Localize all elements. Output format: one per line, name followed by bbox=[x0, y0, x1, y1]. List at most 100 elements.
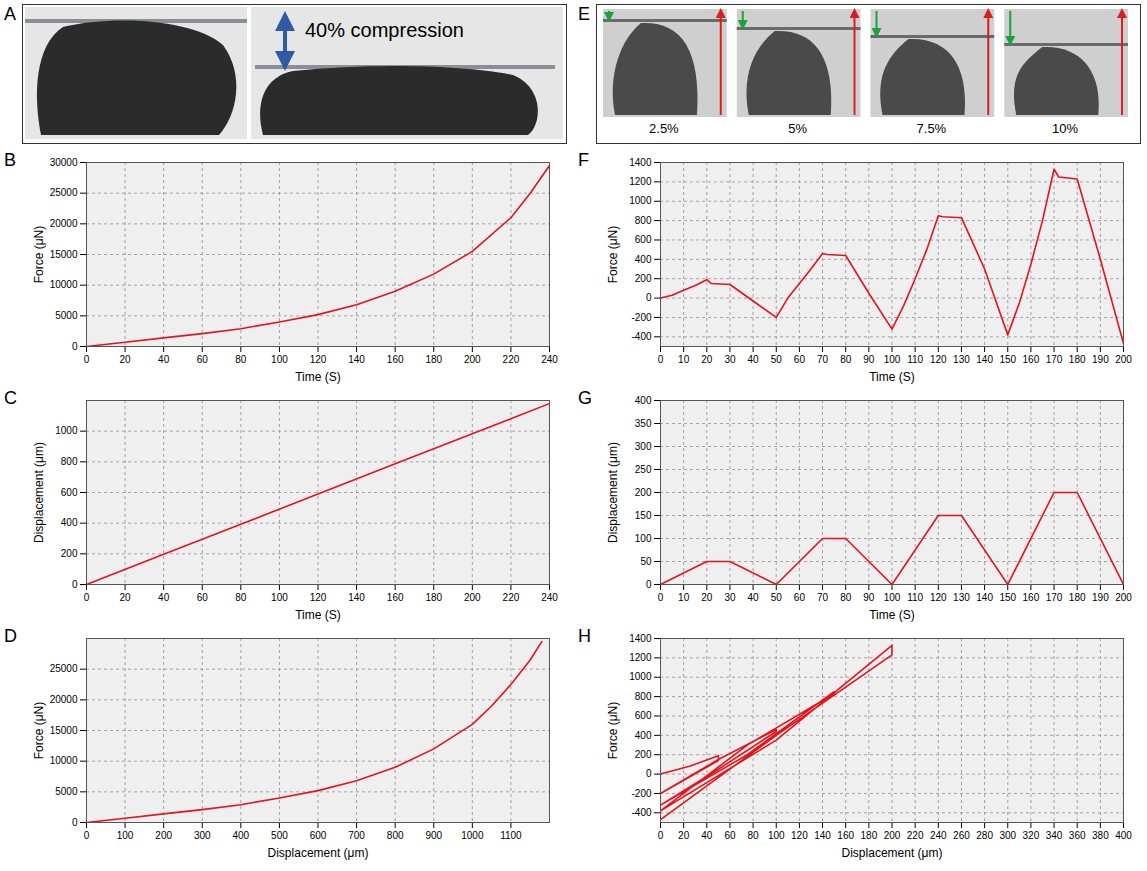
svg-text:25000: 25000 bbox=[50, 663, 78, 674]
svg-text:0: 0 bbox=[646, 768, 652, 779]
svg-text:1400: 1400 bbox=[629, 633, 652, 644]
svg-text:200: 200 bbox=[1115, 592, 1132, 603]
svg-text:180: 180 bbox=[1069, 592, 1086, 603]
svg-text:1000: 1000 bbox=[629, 195, 652, 206]
svg-text:30: 30 bbox=[724, 354, 736, 365]
svg-text:600: 600 bbox=[61, 487, 78, 498]
svg-text:80: 80 bbox=[748, 830, 760, 841]
svg-text:Displacement (μm): Displacement (μm) bbox=[32, 442, 46, 543]
svg-text:800: 800 bbox=[387, 830, 404, 841]
svg-text:260: 260 bbox=[953, 830, 970, 841]
svg-text:90: 90 bbox=[863, 354, 875, 365]
svg-text:1000: 1000 bbox=[629, 671, 652, 682]
svg-text:-400: -400 bbox=[631, 331, 651, 342]
svg-text:40: 40 bbox=[748, 592, 760, 603]
svg-text:280: 280 bbox=[976, 830, 993, 841]
svg-text:120: 120 bbox=[930, 354, 947, 365]
svg-text:60: 60 bbox=[794, 592, 806, 603]
svg-text:160: 160 bbox=[1023, 354, 1040, 365]
svg-text:190: 190 bbox=[1092, 354, 1109, 365]
svg-text:1100: 1100 bbox=[500, 830, 522, 841]
svg-text:170: 170 bbox=[1046, 592, 1063, 603]
svg-text:70: 70 bbox=[817, 592, 829, 603]
svg-text:150: 150 bbox=[999, 354, 1016, 365]
svg-text:5000: 5000 bbox=[55, 310, 78, 321]
svg-text:200: 200 bbox=[155, 830, 172, 841]
svg-text:500: 500 bbox=[271, 830, 288, 841]
svg-text:160: 160 bbox=[837, 830, 854, 841]
svg-text:0: 0 bbox=[72, 341, 78, 352]
svg-text:200: 200 bbox=[635, 749, 652, 760]
svg-text:Time (S): Time (S) bbox=[295, 608, 341, 622]
svg-text:-200: -200 bbox=[631, 312, 651, 323]
svg-text:350: 350 bbox=[635, 418, 652, 429]
svg-text:20000: 20000 bbox=[50, 694, 78, 705]
svg-text:140: 140 bbox=[976, 354, 993, 365]
svg-text:20: 20 bbox=[701, 354, 713, 365]
svg-text:190: 190 bbox=[1092, 592, 1109, 603]
svg-text:5%: 5% bbox=[788, 121, 807, 136]
svg-text:220: 220 bbox=[503, 592, 520, 603]
svg-text:200: 200 bbox=[61, 548, 78, 559]
svg-text:150: 150 bbox=[999, 592, 1016, 603]
svg-text:400: 400 bbox=[635, 395, 652, 406]
svg-text:100: 100 bbox=[768, 830, 785, 841]
svg-text:60: 60 bbox=[197, 592, 209, 603]
svg-text:600: 600 bbox=[635, 234, 652, 245]
svg-text:15000: 15000 bbox=[50, 725, 78, 736]
svg-text:140: 140 bbox=[348, 592, 365, 603]
svg-text:25000: 25000 bbox=[50, 187, 78, 198]
svg-text:130: 130 bbox=[953, 592, 970, 603]
svg-text:0: 0 bbox=[646, 292, 652, 303]
svg-text:140: 140 bbox=[814, 830, 831, 841]
svg-text:200: 200 bbox=[635, 273, 652, 284]
svg-text:240: 240 bbox=[541, 592, 558, 603]
svg-text:1400: 1400 bbox=[629, 157, 652, 168]
svg-text:110: 110 bbox=[907, 354, 923, 365]
svg-text:0: 0 bbox=[658, 592, 664, 603]
svg-text:600: 600 bbox=[635, 710, 652, 721]
svg-text:800: 800 bbox=[635, 691, 652, 702]
svg-text:40: 40 bbox=[701, 830, 713, 841]
svg-text:60: 60 bbox=[197, 354, 209, 365]
svg-text:150: 150 bbox=[635, 510, 652, 521]
svg-text:60: 60 bbox=[724, 830, 736, 841]
svg-text:120: 120 bbox=[791, 830, 808, 841]
svg-text:400: 400 bbox=[635, 730, 652, 741]
svg-text:320: 320 bbox=[1023, 830, 1040, 841]
svg-text:10000: 10000 bbox=[50, 755, 78, 766]
svg-text:30000: 30000 bbox=[50, 157, 78, 168]
svg-text:400: 400 bbox=[1115, 830, 1132, 841]
svg-text:10%: 10% bbox=[1052, 121, 1078, 136]
svg-text:180: 180 bbox=[1069, 354, 1086, 365]
svg-text:1200: 1200 bbox=[629, 652, 652, 663]
svg-text:80: 80 bbox=[235, 354, 247, 365]
svg-text:0: 0 bbox=[84, 354, 90, 365]
svg-text:2.5%: 2.5% bbox=[649, 121, 679, 136]
svg-text:160: 160 bbox=[387, 592, 404, 603]
svg-text:40: 40 bbox=[158, 354, 170, 365]
svg-text:Displacement (μm): Displacement (μm) bbox=[268, 846, 369, 860]
svg-text:200: 200 bbox=[635, 487, 652, 498]
svg-text:200: 200 bbox=[464, 354, 481, 365]
svg-text:40% compression: 40% compression bbox=[305, 19, 464, 41]
svg-text:80: 80 bbox=[235, 592, 247, 603]
svg-text:0: 0 bbox=[72, 817, 78, 828]
svg-text:340: 340 bbox=[1046, 830, 1063, 841]
svg-text:300: 300 bbox=[999, 830, 1016, 841]
svg-text:100: 100 bbox=[635, 533, 652, 544]
svg-text:160: 160 bbox=[1023, 592, 1040, 603]
svg-text:300: 300 bbox=[635, 441, 652, 452]
svg-text:140: 140 bbox=[976, 592, 993, 603]
svg-text:100: 100 bbox=[271, 592, 288, 603]
svg-text:100: 100 bbox=[271, 354, 288, 365]
svg-text:40: 40 bbox=[158, 592, 170, 603]
svg-text:120: 120 bbox=[310, 354, 327, 365]
svg-text:80: 80 bbox=[840, 354, 852, 365]
svg-text:0: 0 bbox=[658, 830, 664, 841]
svg-text:100: 100 bbox=[117, 830, 134, 841]
svg-text:Displacement (μm): Displacement (μm) bbox=[606, 442, 620, 543]
svg-text:-400: -400 bbox=[631, 807, 651, 818]
svg-text:Time (S): Time (S) bbox=[869, 370, 915, 384]
svg-text:400: 400 bbox=[61, 517, 78, 528]
